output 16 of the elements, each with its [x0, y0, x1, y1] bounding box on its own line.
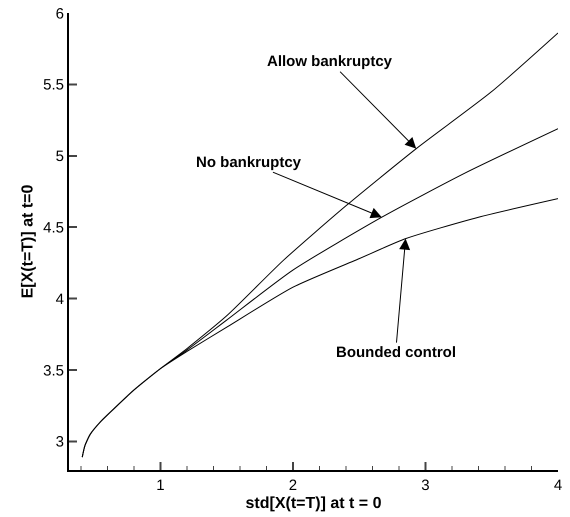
x-tick-label: 3	[421, 477, 430, 494]
x-axis-title: std[X(t=T)] at t = 0	[245, 495, 382, 512]
y-tick-label: 5.5	[43, 76, 64, 94]
y-tick-label: 5	[56, 148, 64, 166]
x-tick-label: 2	[288, 477, 298, 494]
y-tick-label: 4	[56, 290, 64, 308]
annotation: No bankruptcy	[196, 154, 302, 171]
y-tick-label: 3	[56, 434, 64, 451]
annotation: Bounded control	[336, 344, 456, 361]
annotation: Allow bankruptcy	[267, 53, 393, 70]
y-tick-label: 3.5	[43, 362, 64, 380]
y-tick-label: 4.5	[43, 219, 64, 236]
y-tick-label: 6	[56, 5, 64, 22]
y-axis-title: E[X(t=T)] at t=0	[20, 184, 37, 298]
x-tick-label: 1	[156, 477, 165, 494]
x-tick-label: 4	[554, 477, 562, 494]
